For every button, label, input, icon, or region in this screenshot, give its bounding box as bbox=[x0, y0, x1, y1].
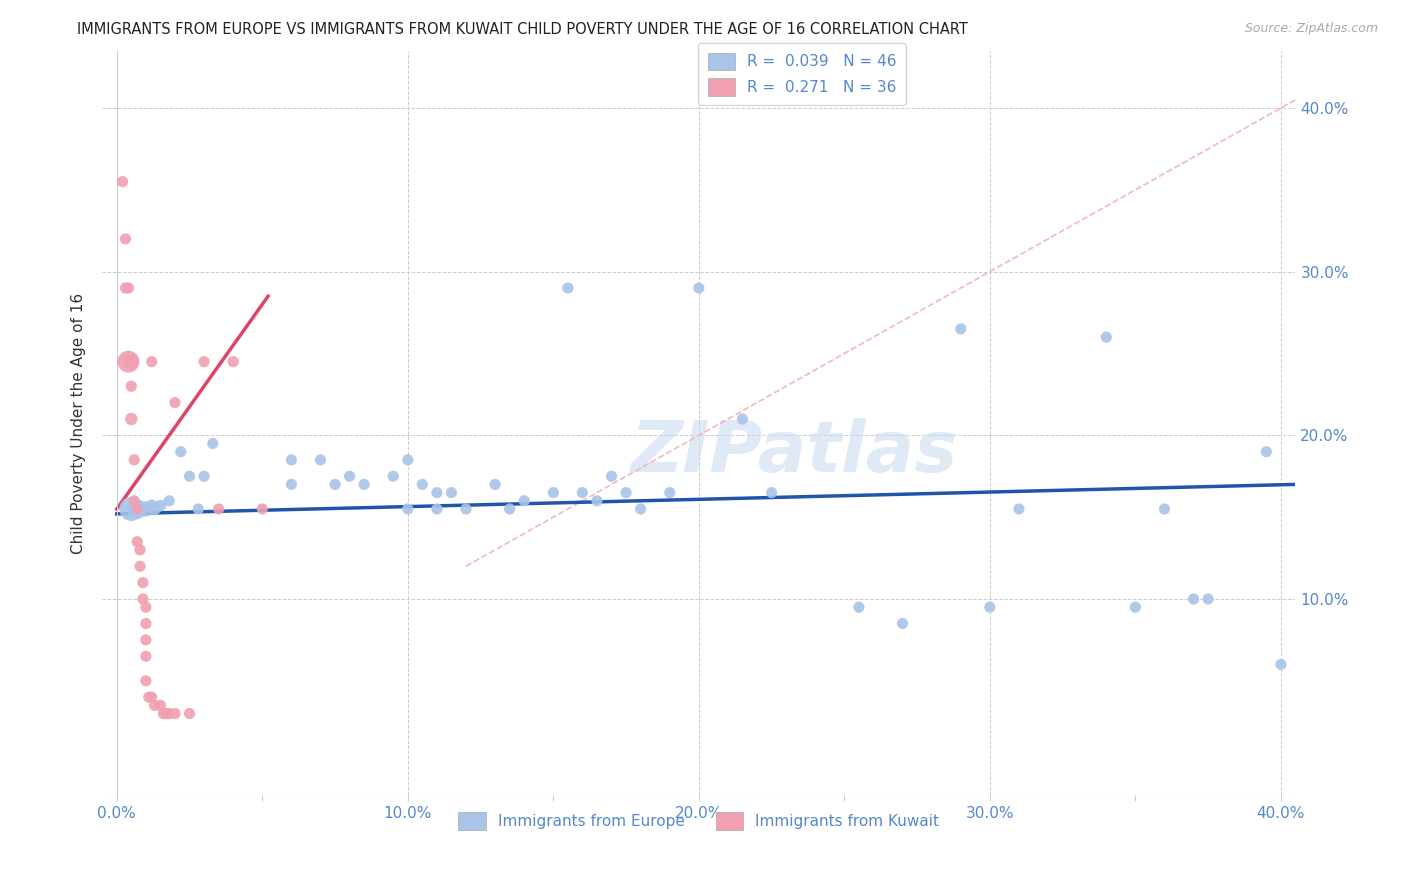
Point bbox=[114, 281, 136, 295]
Point bbox=[1256, 444, 1278, 458]
Point bbox=[222, 354, 245, 368]
Point bbox=[949, 322, 972, 336]
Point bbox=[163, 395, 186, 409]
Point bbox=[426, 485, 449, 500]
Point bbox=[141, 354, 163, 368]
Point bbox=[120, 502, 142, 516]
Point bbox=[1095, 330, 1118, 344]
Point bbox=[339, 469, 361, 483]
Point bbox=[309, 453, 332, 467]
Point bbox=[141, 499, 163, 513]
Point bbox=[149, 698, 172, 713]
Point bbox=[630, 502, 652, 516]
Point bbox=[135, 616, 157, 631]
Point bbox=[454, 502, 477, 516]
Point bbox=[396, 453, 419, 467]
Point bbox=[122, 453, 145, 467]
Point bbox=[135, 673, 157, 688]
Point bbox=[979, 600, 1001, 615]
Point bbox=[152, 706, 174, 721]
Point bbox=[157, 493, 180, 508]
Point bbox=[117, 281, 139, 295]
Point bbox=[1153, 502, 1175, 516]
Point bbox=[129, 559, 152, 574]
Point bbox=[132, 592, 155, 607]
Point bbox=[201, 436, 224, 450]
Point bbox=[117, 354, 139, 368]
Point bbox=[571, 485, 593, 500]
Point bbox=[127, 502, 149, 516]
Point bbox=[207, 502, 229, 516]
Point bbox=[127, 502, 149, 516]
Point bbox=[135, 600, 157, 615]
Point bbox=[179, 706, 201, 721]
Point bbox=[280, 453, 302, 467]
Point bbox=[731, 412, 754, 426]
Point bbox=[120, 354, 142, 368]
Text: ZIPatlas: ZIPatlas bbox=[631, 418, 957, 487]
Point bbox=[143, 698, 166, 713]
Point bbox=[127, 534, 149, 549]
Point bbox=[143, 502, 166, 516]
Point bbox=[323, 477, 346, 491]
Point bbox=[586, 493, 609, 508]
Point bbox=[170, 444, 193, 458]
Point bbox=[280, 477, 302, 491]
Point bbox=[557, 281, 579, 295]
Text: IMMIGRANTS FROM EUROPE VS IMMIGRANTS FROM KUWAIT CHILD POVERTY UNDER THE AGE OF : IMMIGRANTS FROM EUROPE VS IMMIGRANTS FRO… bbox=[77, 22, 969, 37]
Y-axis label: Child Poverty Under the Age of 16: Child Poverty Under the Age of 16 bbox=[72, 293, 86, 554]
Point bbox=[163, 706, 186, 721]
Point bbox=[138, 690, 160, 705]
Point bbox=[484, 477, 506, 491]
Point bbox=[353, 477, 375, 491]
Point bbox=[179, 469, 201, 483]
Point bbox=[513, 493, 536, 508]
Point bbox=[135, 649, 157, 664]
Point bbox=[111, 175, 134, 189]
Point bbox=[1197, 592, 1219, 607]
Point bbox=[120, 379, 142, 393]
Point bbox=[426, 502, 449, 516]
Point bbox=[614, 485, 637, 500]
Point bbox=[129, 542, 152, 557]
Point bbox=[135, 502, 157, 516]
Point bbox=[120, 412, 142, 426]
Point bbox=[498, 502, 520, 516]
Point bbox=[149, 499, 172, 513]
Point bbox=[848, 600, 870, 615]
Point bbox=[382, 469, 405, 483]
Point bbox=[1008, 502, 1031, 516]
Point bbox=[411, 477, 433, 491]
Point bbox=[193, 469, 215, 483]
Point bbox=[543, 485, 565, 500]
Point bbox=[1125, 600, 1147, 615]
Text: Source: ZipAtlas.com: Source: ZipAtlas.com bbox=[1244, 22, 1378, 36]
Point bbox=[155, 706, 177, 721]
Point bbox=[135, 632, 157, 647]
Point bbox=[440, 485, 463, 500]
Legend: Immigrants from Europe, Immigrants from Kuwait: Immigrants from Europe, Immigrants from … bbox=[453, 806, 945, 836]
Point bbox=[193, 354, 215, 368]
Point bbox=[187, 502, 209, 516]
Point bbox=[600, 469, 623, 483]
Point bbox=[252, 502, 274, 516]
Point bbox=[114, 232, 136, 246]
Point bbox=[688, 281, 710, 295]
Point bbox=[891, 616, 914, 631]
Point bbox=[396, 502, 419, 516]
Point bbox=[157, 706, 180, 721]
Point bbox=[141, 690, 163, 705]
Point bbox=[122, 493, 145, 508]
Point bbox=[658, 485, 681, 500]
Point bbox=[761, 485, 783, 500]
Point bbox=[1182, 592, 1205, 607]
Point bbox=[132, 575, 155, 590]
Point bbox=[1270, 657, 1292, 672]
